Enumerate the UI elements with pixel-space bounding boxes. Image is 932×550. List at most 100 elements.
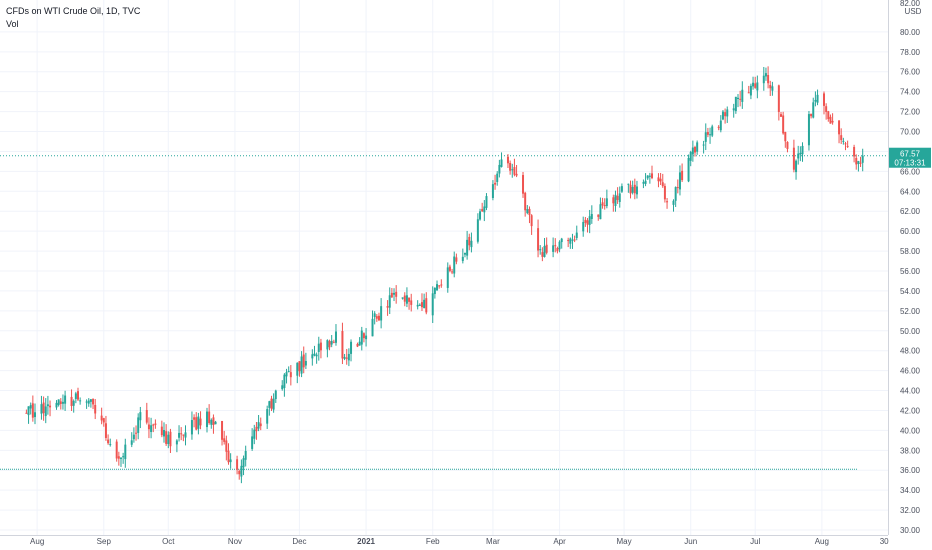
candle-up — [315, 354, 318, 357]
candle-up — [857, 161, 860, 164]
candle-up — [416, 304, 419, 307]
candle-down — [694, 146, 697, 153]
candle-up — [418, 304, 421, 306]
y-tick-label: 46.00 — [900, 367, 921, 376]
candle-up — [350, 341, 353, 354]
candle-up — [210, 419, 213, 425]
candle-down — [255, 426, 258, 432]
candle-up — [807, 114, 810, 146]
x-tick-label: Nov — [228, 537, 242, 546]
candle-down — [236, 459, 239, 470]
candle-up — [253, 429, 256, 439]
candle-down — [530, 215, 533, 227]
x-tick-label: Dec — [292, 537, 306, 546]
candle-down — [629, 184, 632, 194]
candle-down — [663, 185, 666, 200]
candle-up — [167, 434, 170, 445]
candle-down — [838, 120, 841, 135]
x-tick-label: 2021 — [357, 537, 375, 546]
candle-down — [386, 306, 389, 308]
candle-up — [614, 194, 617, 207]
candle-down — [481, 209, 484, 212]
candle-down — [633, 184, 636, 194]
candle-down — [515, 173, 518, 176]
y-tick-label: 72.00 — [900, 108, 921, 117]
candle-down — [92, 399, 95, 405]
x-tick-label: Mar — [486, 537, 500, 546]
candle-up — [40, 404, 43, 414]
candle-down — [221, 420, 224, 440]
candle-up — [44, 406, 47, 417]
candle-up — [214, 421, 217, 425]
candle-up — [178, 432, 181, 438]
candle-down — [509, 162, 512, 171]
candle-up — [360, 330, 363, 345]
candle-up — [205, 411, 208, 428]
candle-up — [491, 184, 494, 198]
candle-up — [109, 444, 112, 446]
candle-up — [311, 354, 314, 359]
chart-title: CFDs on WTI Crude Oil, 1D, TVC — [6, 6, 141, 16]
candle-up — [431, 293, 434, 316]
y-tick-label: 36.00 — [900, 466, 921, 475]
candle-down — [786, 141, 789, 149]
candle-up — [380, 306, 383, 321]
candle-down — [182, 434, 185, 436]
candle-down — [823, 93, 825, 106]
candle-up — [466, 239, 469, 256]
candle-up — [137, 417, 140, 433]
candle-up — [500, 159, 503, 167]
volume-indicator-label[interactable]: Vol — [6, 19, 19, 29]
y-tick-label: 80.00 — [900, 28, 921, 37]
candle-up — [87, 400, 90, 404]
candle-down — [76, 391, 79, 400]
candle-down — [70, 396, 73, 407]
y-tick-label: 70.00 — [900, 128, 921, 137]
candle-up — [79, 400, 82, 402]
candle-up — [197, 416, 200, 429]
x-tick-label: May — [617, 537, 632, 546]
x-tick-label: 30 — [880, 537, 889, 546]
candle-down — [825, 106, 828, 112]
candle-up — [479, 211, 482, 220]
candle-up — [330, 340, 333, 345]
y-tick-label: 48.00 — [900, 347, 921, 356]
candle-up — [240, 465, 243, 477]
candle-up — [496, 173, 499, 182]
candle-up — [274, 390, 277, 400]
candle-down — [100, 415, 103, 421]
candle-up — [816, 94, 819, 103]
candle-down — [754, 83, 757, 88]
candle-up — [401, 297, 404, 299]
candle-down — [724, 112, 727, 117]
candle-up — [618, 193, 621, 202]
candle-down — [180, 433, 183, 435]
candle-up — [463, 252, 466, 255]
candle-down — [681, 170, 684, 181]
candle-down — [145, 410, 148, 423]
candle-down — [193, 417, 196, 420]
candle-up — [627, 183, 630, 185]
candle-up — [373, 313, 376, 317]
candles — [25, 66, 864, 484]
candle-down — [135, 432, 138, 434]
candle-up — [764, 73, 767, 77]
y-tick-label: 78.00 — [900, 48, 921, 57]
candle-down — [410, 300, 413, 305]
candle-up — [795, 160, 798, 173]
candle-down — [541, 252, 544, 257]
y-tick-label: 38.00 — [900, 446, 921, 455]
candle-down — [451, 271, 454, 273]
candle-up — [575, 232, 578, 238]
candle-up — [702, 144, 705, 146]
candle-up — [334, 331, 337, 343]
candle-up — [251, 436, 254, 449]
candle-down — [597, 214, 600, 217]
candle-down — [769, 85, 772, 89]
candle-up — [756, 82, 759, 91]
candle-down — [259, 423, 262, 427]
y-tick-label: 64.00 — [900, 187, 921, 196]
